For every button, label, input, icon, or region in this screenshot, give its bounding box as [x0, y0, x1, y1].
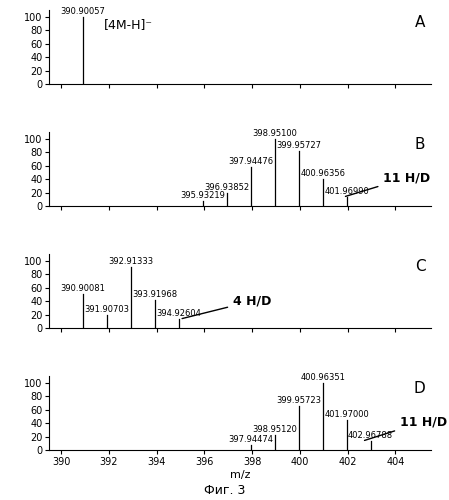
Text: 401.97000: 401.97000 — [325, 410, 369, 418]
Text: 397.94474: 397.94474 — [229, 434, 273, 444]
Text: 399.95723: 399.95723 — [276, 396, 321, 406]
Text: B: B — [415, 137, 425, 152]
Text: Фиг. 3: Фиг. 3 — [204, 484, 245, 498]
Text: 11 H/D: 11 H/D — [345, 171, 431, 196]
Text: 4 H/D: 4 H/D — [182, 294, 272, 318]
Text: [4M-H]⁻: [4M-H]⁻ — [104, 18, 153, 32]
Text: 391.90703: 391.90703 — [84, 304, 129, 314]
Text: 401.96990: 401.96990 — [325, 187, 369, 196]
Text: 399.95727: 399.95727 — [276, 141, 321, 150]
Text: 390.90057: 390.90057 — [60, 6, 105, 16]
Text: C: C — [415, 259, 425, 274]
Text: 396.93852: 396.93852 — [204, 182, 249, 192]
Text: D: D — [414, 381, 425, 396]
Text: 393.91968: 393.91968 — [132, 290, 177, 298]
Text: 398.95120: 398.95120 — [252, 425, 297, 434]
Text: 400.96351: 400.96351 — [300, 373, 345, 382]
Text: 395.93219: 395.93219 — [180, 190, 225, 200]
Text: 397.94476: 397.94476 — [228, 157, 273, 166]
Text: 392.91333: 392.91333 — [108, 258, 154, 266]
Text: 394.92604: 394.92604 — [156, 309, 201, 318]
Text: 398.95100: 398.95100 — [252, 128, 297, 138]
Text: 11 H/D: 11 H/D — [365, 416, 447, 440]
Text: 402.96788: 402.96788 — [348, 432, 393, 440]
Text: 400.96356: 400.96356 — [300, 169, 345, 178]
Text: 390.90081: 390.90081 — [60, 284, 105, 294]
X-axis label: m/z: m/z — [230, 470, 251, 480]
Text: A: A — [415, 15, 425, 30]
